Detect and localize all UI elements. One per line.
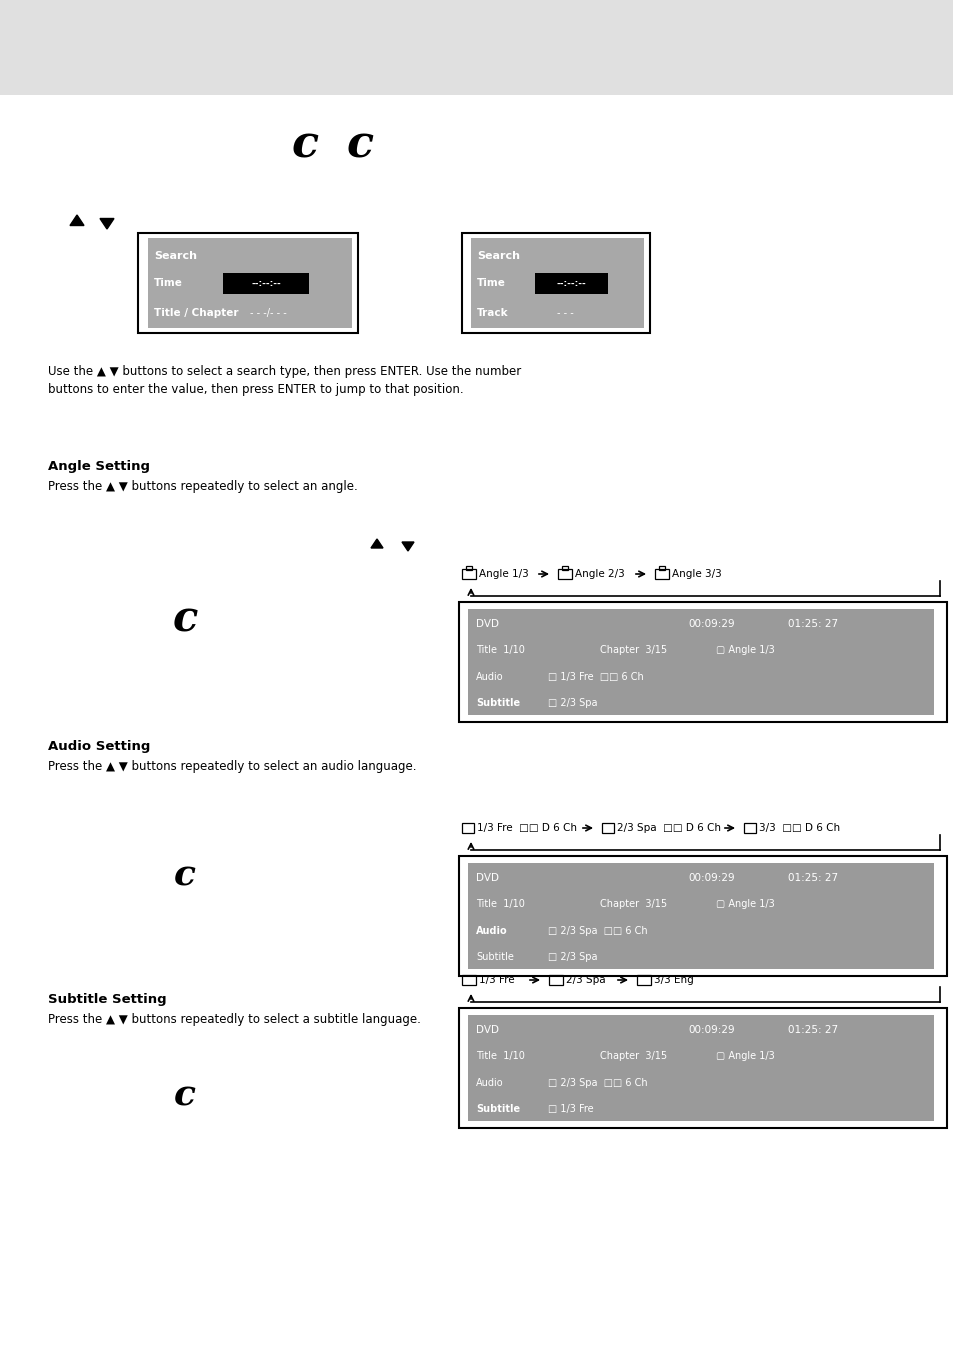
Text: Title  1/10: Title 1/10 (476, 899, 524, 909)
Text: Press the ▲ ▼ buttons repeatedly to select an audio language.: Press the ▲ ▼ buttons repeatedly to sele… (48, 760, 416, 772)
Bar (458, 856, 946, 976)
Text: - - -: - - - (557, 307, 574, 318)
Text: c: c (173, 1078, 195, 1112)
Text: Audio: Audio (476, 1077, 503, 1088)
Text: --:--:--: --:--:-- (252, 279, 281, 287)
Text: DVD: DVD (476, 1024, 498, 1034)
Text: Title  1/10: Title 1/10 (476, 1051, 524, 1061)
Bar (223, 272, 309, 294)
Text: 2/3 Spa  □□ D 6 Ch: 2/3 Spa □□ D 6 Ch (617, 824, 720, 833)
Text: c: c (173, 857, 195, 892)
Text: Time: Time (153, 278, 183, 288)
Text: ▢ Angle 1/3: ▢ Angle 1/3 (716, 1051, 774, 1061)
Bar (138, 233, 357, 333)
Text: Chapter  3/15: Chapter 3/15 (599, 1051, 666, 1061)
Bar (461, 824, 474, 833)
Bar (0, 0, 953, 94)
Text: ▢ Angle 1/3: ▢ Angle 1/3 (716, 899, 774, 909)
Text: Subtitle: Subtitle (476, 1104, 519, 1113)
Text: DVD: DVD (476, 619, 498, 628)
Text: Angle Setting: Angle Setting (48, 460, 150, 473)
Polygon shape (401, 542, 414, 551)
Text: Track: Track (476, 307, 508, 318)
Bar (461, 233, 649, 333)
Bar (561, 566, 567, 570)
Text: □ 1/3 Fre: □ 1/3 Fre (547, 1104, 593, 1113)
Bar (655, 569, 668, 580)
Text: Subtitle: Subtitle (476, 698, 519, 708)
Bar (659, 566, 664, 570)
Text: Title / Chapter: Title / Chapter (153, 307, 238, 318)
Bar (148, 239, 352, 328)
Text: 00:09:29: 00:09:29 (687, 1024, 734, 1034)
Text: □ 2/3 Spa: □ 2/3 Spa (547, 952, 597, 962)
Text: Audio: Audio (476, 926, 507, 936)
Text: Subtitle Setting: Subtitle Setting (48, 993, 167, 1006)
Text: 1/3 Fre: 1/3 Fre (478, 975, 514, 985)
Text: Press the ▲ ▼ buttons repeatedly to select a subtitle language.: Press the ▲ ▼ buttons repeatedly to sele… (48, 1012, 420, 1026)
Bar (461, 569, 476, 580)
Text: DVD: DVD (476, 872, 498, 883)
Text: Chapter  3/15: Chapter 3/15 (599, 899, 666, 909)
Text: □ 2/3 Spa  □□ 6 Ch: □ 2/3 Spa □□ 6 Ch (547, 926, 647, 936)
Text: buttons to enter the value, then press ENTER to jump to that position.: buttons to enter the value, then press E… (48, 383, 463, 396)
Bar (468, 609, 933, 714)
Bar (743, 824, 755, 833)
Text: c: c (291, 124, 318, 167)
Text: Angle 3/3: Angle 3/3 (671, 569, 721, 580)
Text: Angle 2/3: Angle 2/3 (575, 569, 624, 580)
Bar (548, 975, 562, 985)
Text: Press the ▲ ▼ buttons repeatedly to select an angle.: Press the ▲ ▼ buttons repeatedly to sele… (48, 480, 357, 493)
Text: Subtitle: Subtitle (476, 952, 514, 962)
Text: --:--:--: --:--:-- (556, 279, 585, 287)
Text: 3/3 Eng: 3/3 Eng (654, 975, 693, 985)
Text: Chapter  3/15: Chapter 3/15 (599, 646, 666, 655)
Text: c: c (172, 599, 197, 642)
Text: Audio: Audio (476, 671, 503, 682)
Bar (458, 603, 946, 723)
Polygon shape (70, 214, 84, 225)
Bar (535, 272, 607, 294)
Text: □ 1/3 Fre  □□ 6 Ch: □ 1/3 Fre □□ 6 Ch (547, 671, 643, 682)
Text: 1/3 Fre  □□ D 6 Ch: 1/3 Fre □□ D 6 Ch (476, 824, 577, 833)
Text: Search: Search (153, 251, 196, 262)
Bar (468, 863, 933, 969)
Bar (458, 1008, 946, 1128)
Bar (468, 1015, 933, 1122)
Text: 00:09:29: 00:09:29 (687, 872, 734, 883)
Bar (601, 824, 614, 833)
Text: - - -/- - -: - - -/- - - (250, 307, 287, 318)
Text: □ 2/3 Spa  □□ 6 Ch: □ 2/3 Spa □□ 6 Ch (547, 1077, 647, 1088)
Bar (465, 566, 472, 570)
Text: Title  1/10: Title 1/10 (476, 646, 524, 655)
Text: c: c (346, 124, 374, 167)
Text: ▢ Angle 1/3: ▢ Angle 1/3 (716, 646, 774, 655)
Text: Audio Setting: Audio Setting (48, 740, 151, 754)
Text: Use the ▲ ▼ buttons to select a search type, then press ENTER. Use the number: Use the ▲ ▼ buttons to select a search t… (48, 365, 520, 377)
Bar (471, 239, 643, 328)
Bar (0, 0, 953, 94)
Text: 01:25: 27: 01:25: 27 (787, 872, 838, 883)
Bar (558, 569, 572, 580)
Text: 01:25: 27: 01:25: 27 (787, 619, 838, 628)
Polygon shape (371, 539, 382, 549)
Text: □ 2/3 Spa: □ 2/3 Spa (547, 698, 597, 708)
Text: Time: Time (476, 278, 505, 288)
Text: Search: Search (476, 251, 519, 262)
Bar (637, 975, 650, 985)
Text: 00:09:29: 00:09:29 (687, 619, 734, 628)
Text: 01:25: 27: 01:25: 27 (787, 1024, 838, 1034)
Bar (461, 975, 476, 985)
Polygon shape (100, 218, 113, 229)
Text: Angle 1/3: Angle 1/3 (478, 569, 528, 580)
Text: 3/3  □□ D 6 Ch: 3/3 □□ D 6 Ch (759, 824, 840, 833)
Text: 2/3 Spa: 2/3 Spa (565, 975, 605, 985)
